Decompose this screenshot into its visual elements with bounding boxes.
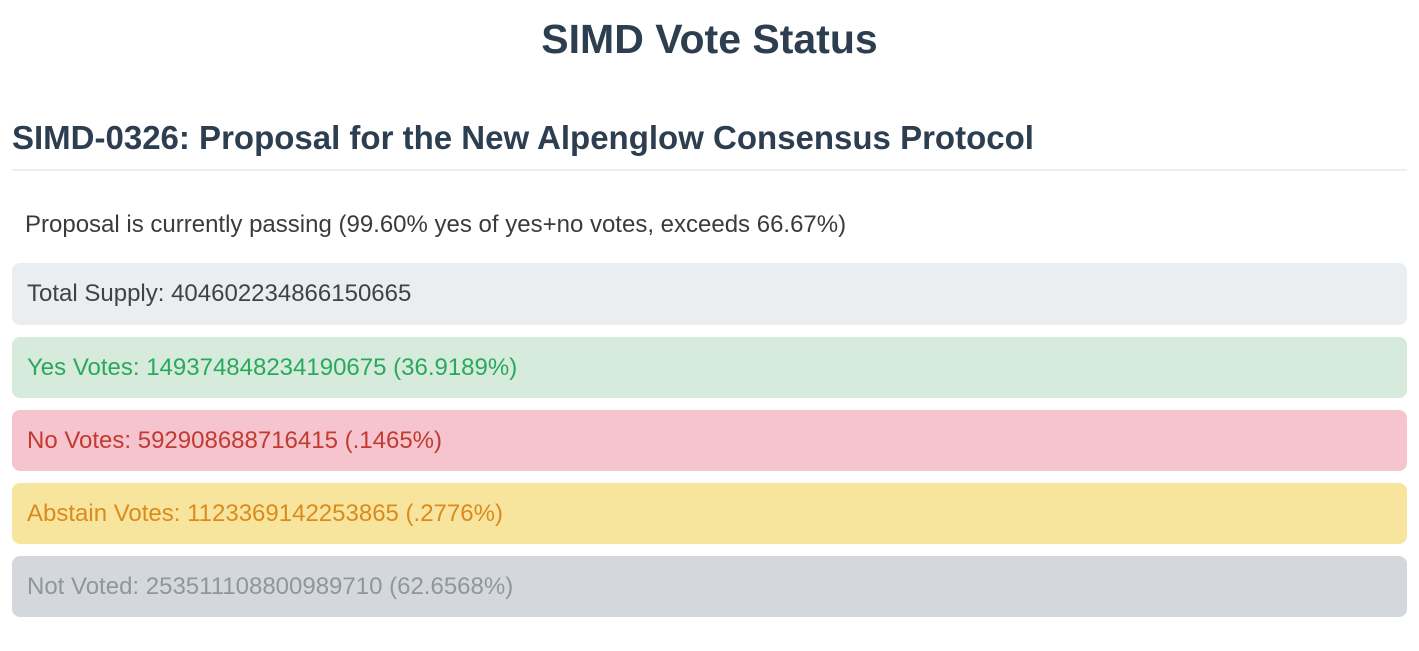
vote-status-page: SIMD Vote Status SIMD-0326: Proposal for… [12, 16, 1407, 618]
proposal-status-text: Proposal is currently passing (99.60% ye… [25, 211, 847, 239]
stat-row-no-votes: No Votes: 592908688716415 (.1465%) [12, 409, 1407, 471]
stat-row-abstain-votes: Abstain Votes: 1123369142253865 (.2776%) [12, 483, 1407, 545]
stat-row-yes-votes: Yes Votes: 149374848234190675 (36.9189%) [12, 336, 1407, 398]
stat-row-not-voted: Not Voted: 253511108800989710 (62.6568%) [12, 556, 1407, 618]
page-title: SIMD Vote Status [541, 16, 878, 62]
stat-row-total-supply: Total Supply: 404602234866150665 [12, 263, 1407, 325]
proposal-heading: SIMD-0326: Proposal for the New Alpenglo… [12, 63, 1407, 172]
